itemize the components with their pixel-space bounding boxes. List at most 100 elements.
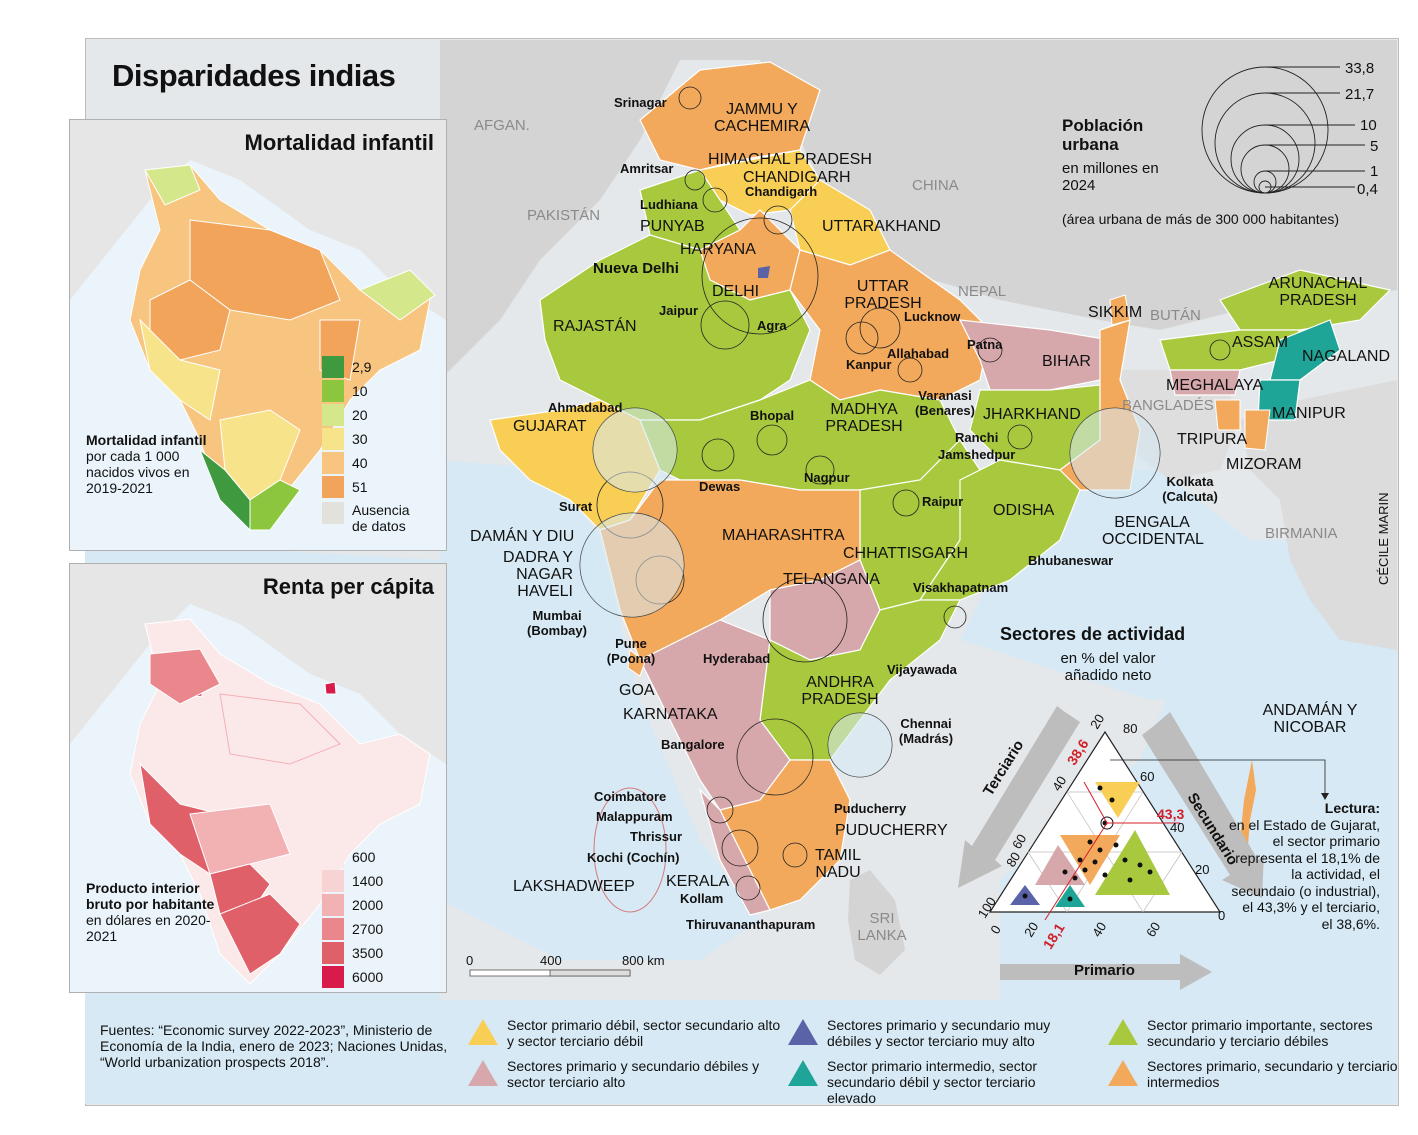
city-label: Thrissur xyxy=(630,829,683,844)
mortality-swatch xyxy=(322,502,344,524)
state-label: DADRA Y NAGAR HAVELI xyxy=(503,549,573,600)
triangle-icon xyxy=(468,1060,498,1086)
mortality-legend-label: 51 xyxy=(352,479,368,495)
ternary-example-line xyxy=(1083,781,1108,824)
ternary-green xyxy=(1095,830,1170,895)
ternary-dot xyxy=(1122,857,1128,863)
sector-legend-label: Sectores primario y secundario débiles y… xyxy=(507,1058,760,1090)
city-circle-fill xyxy=(593,408,677,492)
state-nagaland xyxy=(1269,319,1341,381)
state-label: ANDHRA PRADESH xyxy=(801,674,879,708)
pop-size-label: 1 xyxy=(1370,163,1379,180)
city-label: Jaipur xyxy=(659,303,699,318)
ternary-dot xyxy=(1092,859,1098,865)
arrow-primario xyxy=(1000,954,1212,990)
pop-size-label: 5 xyxy=(1370,138,1379,155)
income-legend-label: 3500 xyxy=(352,945,384,961)
city-label: Hyderabad xyxy=(703,651,771,666)
city-circle xyxy=(762,577,848,663)
state-bihar xyxy=(958,319,1111,391)
city-circle xyxy=(684,169,706,191)
ternary-dot xyxy=(1097,785,1103,791)
mortality-region xyxy=(249,479,301,531)
state-label: HARYANA xyxy=(680,241,756,258)
city-circle xyxy=(700,300,750,350)
mortality-note-bold: Mortalidad infantil xyxy=(86,432,207,448)
country-label: SRI LANKA xyxy=(857,910,907,944)
population-title: Población urbana xyxy=(1062,116,1144,154)
mortality-legend-row: 10 xyxy=(322,380,368,402)
ternary-dot xyxy=(1077,857,1083,863)
bay-of-bengal xyxy=(960,470,1397,700)
population-subtitle: en millones en 2024 xyxy=(1062,160,1159,194)
city-label: Kanpur xyxy=(846,357,892,372)
state-label: RAJASTÁN xyxy=(553,318,637,335)
income-legend-label: 1400 xyxy=(352,873,384,889)
city-label: Vijayawada xyxy=(887,662,957,677)
state-mizoram xyxy=(1244,409,1271,451)
city-label: Nagpur xyxy=(804,470,850,485)
city-label: Surat xyxy=(559,499,593,514)
sector-legend-item: Sector primario débil, sector secundario… xyxy=(468,1017,788,1049)
triangle-icon xyxy=(468,1019,498,1045)
ternary-tick-right: 80 xyxy=(1123,721,1138,736)
ternary-dot xyxy=(1147,869,1153,875)
country-label: BIRMANIA xyxy=(1265,525,1338,542)
state-label: NAGALAND xyxy=(1302,348,1391,365)
ternary-subtitle: en % del valor añadido neto xyxy=(1060,650,1156,684)
mortality-legend-label: 2,9 xyxy=(352,359,372,375)
ternary-dot xyxy=(1082,867,1088,873)
state-label: MADHYA PRADESH xyxy=(825,401,903,435)
state-label: TRIPURA xyxy=(1177,431,1248,448)
reading-leader xyxy=(1110,759,1326,795)
city-label: Thiruvananthapuram xyxy=(686,917,816,932)
ternary-dot xyxy=(1127,877,1133,883)
ternary-dot xyxy=(1102,872,1108,878)
city-label: Ludhiana xyxy=(640,197,698,212)
ternary-dot xyxy=(1062,869,1068,875)
income-legend-row: 6000 xyxy=(322,966,383,988)
sector-legend-item: Sectores primario y secundario débiles y… xyxy=(468,1058,788,1090)
city-circle-fill xyxy=(1070,408,1160,498)
mortality-legend-row: 40 xyxy=(322,452,368,474)
state-label: UTTAR PRADESH xyxy=(844,278,922,312)
city-circle xyxy=(892,489,920,517)
mortality-region xyxy=(144,164,201,206)
sector-legend-item: Sectores primario, secundario y terciari… xyxy=(1108,1058,1398,1090)
state-label: ODISHA xyxy=(993,502,1055,519)
sector-legend-label: Sector primario importante, sectores sec… xyxy=(1147,1017,1373,1049)
city-label: Malappuram xyxy=(596,809,673,824)
pop-size-label: 21,7 xyxy=(1345,86,1375,103)
sector-legend-item: Sectores primario y secundario muy débil… xyxy=(788,1017,1088,1049)
city-circle xyxy=(721,829,759,867)
city-circle xyxy=(943,605,967,629)
city-circle xyxy=(702,187,728,213)
income-swatch xyxy=(322,846,344,868)
reading-box: Lectura: en el Estado de Gujarat, el sec… xyxy=(1228,800,1380,932)
city-circle xyxy=(897,357,923,383)
income-swatch xyxy=(322,894,344,916)
ternary-dot xyxy=(1137,862,1143,868)
ternary-title: Sectores de actividad xyxy=(1000,624,1186,644)
income-title: Renta per cápita xyxy=(262,574,434,599)
ternary-tick-right: 0 xyxy=(1218,908,1226,923)
arabian-sea xyxy=(440,460,760,960)
mortality-legend-label: 10 xyxy=(352,383,368,399)
income-region xyxy=(189,803,291,875)
mortality-legend-label: 40 xyxy=(352,455,368,471)
income-legend-row: 2000 xyxy=(322,894,383,916)
mortality-swatch xyxy=(322,380,344,402)
income-map xyxy=(70,564,446,992)
ternary-dot xyxy=(1087,839,1093,845)
state-tripura xyxy=(1214,399,1241,431)
sources-note: Fuentes: “Economic survey 2022-2023”, Mi… xyxy=(100,1022,448,1070)
income-swatch xyxy=(322,966,344,988)
mortality-swatch xyxy=(322,452,344,474)
sector-legend-item: Sector primario importante, sectores sec… xyxy=(1108,1017,1398,1049)
state-meghalaya xyxy=(1169,369,1241,396)
income-swatch xyxy=(322,870,344,892)
state-label: BENGALA OCCIDENTAL xyxy=(1102,514,1204,548)
delhi-spot xyxy=(758,266,770,278)
income-note-bold: Producto interior bruto por habitante xyxy=(86,880,215,912)
state-label: MEGHALAYA xyxy=(1166,377,1264,394)
